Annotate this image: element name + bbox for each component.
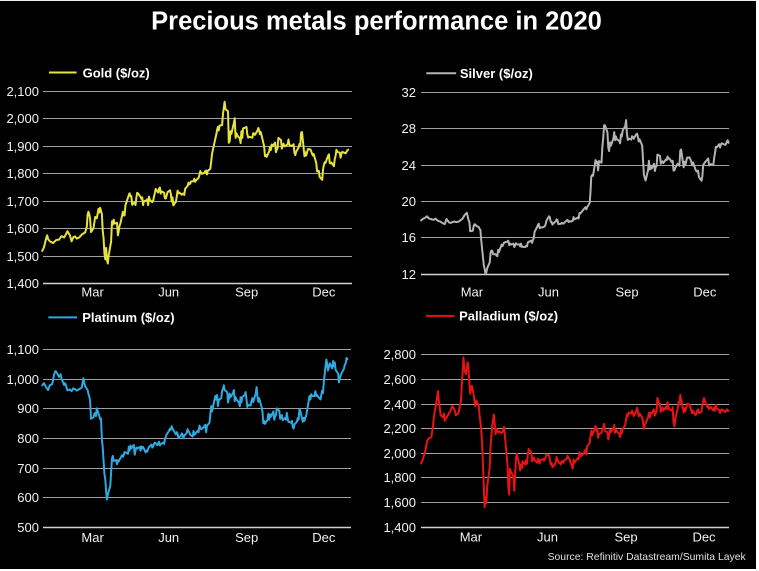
svg-text:1,000: 1,000: [6, 372, 39, 387]
svg-text:Dec: Dec: [312, 285, 336, 300]
svg-text:500: 500: [17, 520, 39, 535]
svg-text:Mar: Mar: [81, 530, 104, 545]
svg-text:Precious metals performance in: Precious metals performance in 2020: [151, 8, 602, 36]
svg-text:Palladium ($/oz): Palladium ($/oz): [459, 309, 558, 324]
svg-text:Sep: Sep: [235, 285, 258, 300]
svg-text:1,900: 1,900: [6, 139, 39, 154]
svg-text:1,600: 1,600: [6, 221, 39, 236]
svg-text:2,000: 2,000: [6, 111, 39, 126]
svg-text:1,500: 1,500: [6, 249, 39, 264]
svg-text:800: 800: [17, 431, 39, 446]
svg-text:2,800: 2,800: [383, 347, 416, 362]
svg-text:1,400: 1,400: [383, 520, 416, 535]
svg-text:Mar: Mar: [81, 285, 104, 300]
svg-text:Jun: Jun: [158, 285, 179, 300]
svg-text:1,800: 1,800: [6, 166, 39, 181]
svg-text:1,100: 1,100: [6, 342, 39, 357]
svg-text:28: 28: [402, 121, 416, 136]
svg-text:Dec: Dec: [693, 285, 717, 300]
svg-text:12: 12: [402, 267, 416, 282]
svg-text:1,800: 1,800: [383, 470, 416, 485]
svg-text:Platinum ($/oz): Platinum ($/oz): [82, 310, 174, 325]
svg-text:2,000: 2,000: [383, 446, 416, 461]
svg-text:Sep: Sep: [616, 285, 639, 300]
svg-text:32: 32: [402, 85, 416, 100]
svg-text:Silver ($/oz): Silver ($/oz): [460, 66, 533, 81]
svg-text:Jun: Jun: [538, 285, 559, 300]
svg-text:20: 20: [402, 194, 416, 209]
svg-text:1,400: 1,400: [6, 276, 39, 291]
svg-text:Mar: Mar: [460, 530, 483, 545]
svg-text:Mar: Mar: [461, 285, 484, 300]
svg-text:700: 700: [17, 461, 39, 476]
svg-text:2,600: 2,600: [383, 372, 416, 387]
svg-text:Jun: Jun: [158, 530, 179, 545]
svg-text:2,200: 2,200: [383, 421, 416, 436]
svg-text:600: 600: [17, 490, 39, 505]
svg-text:16: 16: [402, 230, 416, 245]
svg-text:Source: Refinitiv Datastream/S: Source: Refinitiv Datastream/Sumita Laye…: [548, 552, 747, 563]
svg-text:2,100: 2,100: [6, 84, 39, 99]
svg-text:Dec: Dec: [312, 530, 336, 545]
svg-text:1,700: 1,700: [6, 194, 39, 209]
svg-text:1,600: 1,600: [383, 495, 416, 510]
svg-text:Gold ($/oz): Gold ($/oz): [83, 66, 150, 81]
svg-text:Dec: Dec: [692, 530, 716, 545]
svg-text:24: 24: [402, 158, 416, 173]
svg-text:Sep: Sep: [615, 530, 638, 545]
svg-text:900: 900: [17, 401, 39, 416]
svg-text:Sep: Sep: [235, 530, 258, 545]
svg-text:2,400: 2,400: [383, 397, 416, 412]
svg-text:Jun: Jun: [537, 530, 558, 545]
